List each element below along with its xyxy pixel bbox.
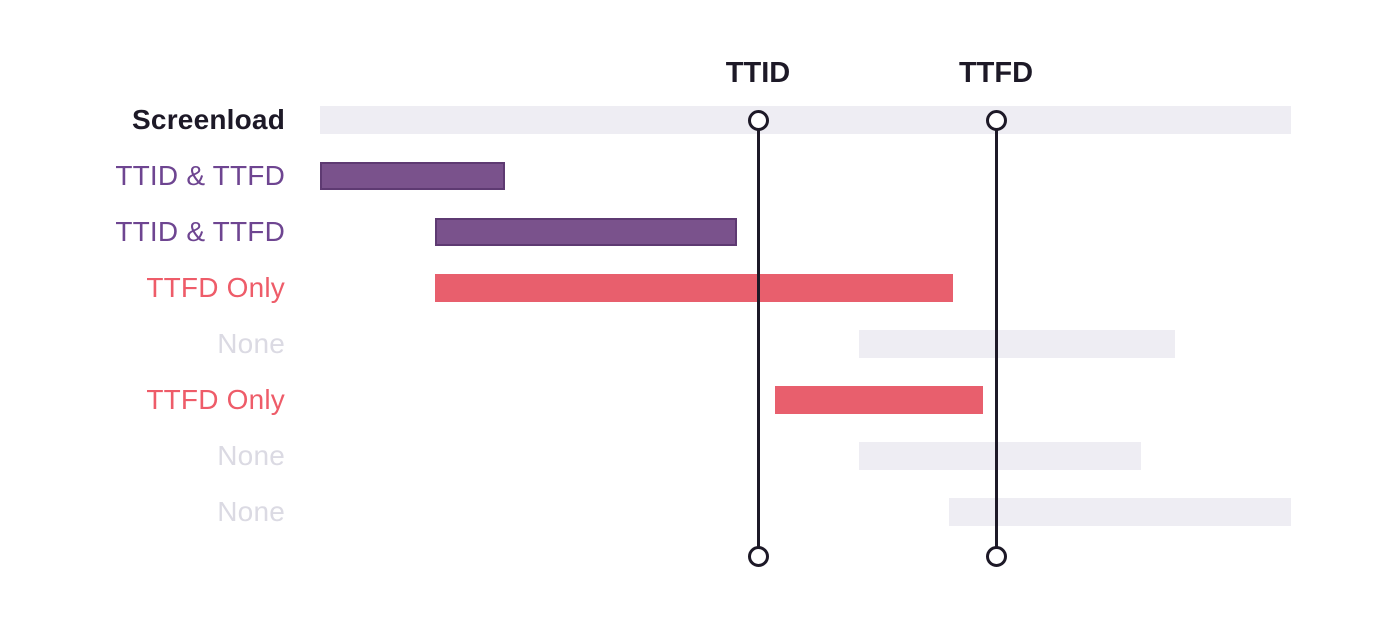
timeline-bar-ttid-ttfd bbox=[435, 218, 737, 246]
row-label-screenload: Screenload bbox=[132, 104, 285, 135]
timeline-bar-none bbox=[949, 498, 1291, 526]
row-label-ttid-ttfd: TTID & TTFD bbox=[115, 160, 285, 191]
timeline-bar-none bbox=[859, 442, 1141, 470]
ttfd-marker-line bbox=[994, 120, 998, 556]
timeline-bar-ttfd-only bbox=[435, 274, 953, 302]
ttid-top-circle bbox=[747, 109, 769, 131]
timeline-bar-screenload bbox=[320, 106, 1291, 134]
ttid-marker-line bbox=[756, 120, 760, 556]
ttid-bottom-circle bbox=[747, 545, 769, 567]
row-label-ttid-ttfd: TTID & TTFD bbox=[115, 216, 285, 247]
row-label-none: None bbox=[217, 496, 285, 527]
row-label-ttfd-only: TTFD Only bbox=[146, 384, 285, 415]
ttfd-bottom-circle bbox=[985, 545, 1007, 567]
timeline-bar-ttfd-only bbox=[775, 386, 983, 414]
row-label-ttfd-only: TTFD Only bbox=[146, 272, 285, 303]
row-label-none: None bbox=[217, 440, 285, 471]
ttfd-top-circle bbox=[985, 109, 1007, 131]
ttid-marker-label: TTID bbox=[725, 57, 791, 89]
timeline-bar-ttid-ttfd bbox=[320, 162, 505, 190]
timeline-bar-none bbox=[859, 330, 1175, 358]
ttfd-marker-label: TTFD bbox=[958, 57, 1034, 89]
row-label-none: None bbox=[217, 328, 285, 359]
